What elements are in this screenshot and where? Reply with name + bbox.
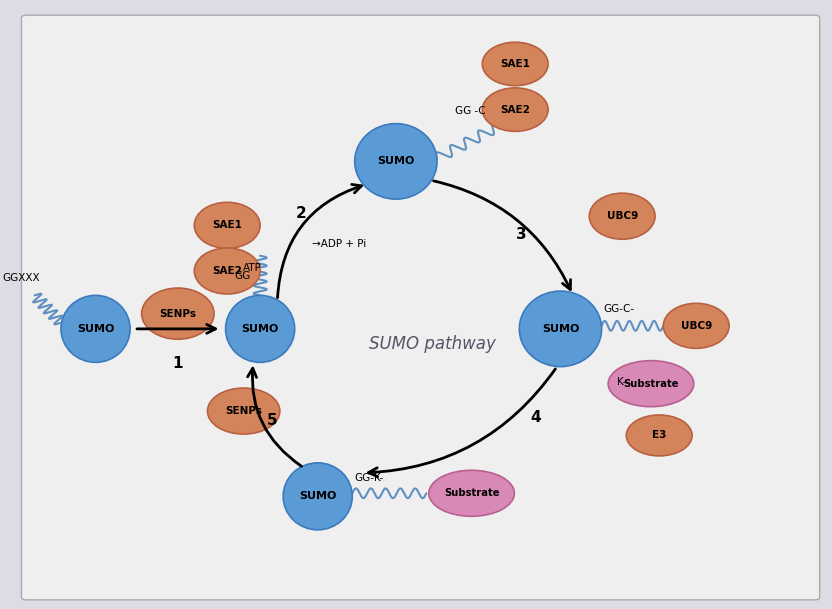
Text: K-: K- xyxy=(617,378,626,387)
Text: GGXXX: GGXXX xyxy=(2,273,40,283)
Text: ATP: ATP xyxy=(242,263,261,273)
Ellipse shape xyxy=(483,42,548,86)
Text: 1: 1 xyxy=(172,356,183,371)
Ellipse shape xyxy=(141,288,214,339)
Text: 2: 2 xyxy=(296,206,307,220)
Text: UBC9: UBC9 xyxy=(681,321,712,331)
Ellipse shape xyxy=(608,361,694,407)
Ellipse shape xyxy=(354,124,437,199)
FancyBboxPatch shape xyxy=(22,15,820,600)
Text: GG: GG xyxy=(234,271,250,281)
Text: GG-C-: GG-C- xyxy=(603,304,634,314)
Text: SAE2: SAE2 xyxy=(500,105,530,114)
Ellipse shape xyxy=(589,193,655,239)
Text: 4: 4 xyxy=(531,410,541,424)
Text: UBC9: UBC9 xyxy=(607,211,638,221)
Text: SENPs: SENPs xyxy=(159,309,196,319)
Ellipse shape xyxy=(483,88,548,132)
FancyArrowPatch shape xyxy=(137,325,215,333)
Ellipse shape xyxy=(626,415,692,456)
Text: SUMO pathway: SUMO pathway xyxy=(369,335,497,353)
Ellipse shape xyxy=(663,303,729,348)
Ellipse shape xyxy=(61,295,130,362)
Text: Substrate: Substrate xyxy=(623,379,679,389)
Text: SAE2: SAE2 xyxy=(212,266,242,276)
FancyArrowPatch shape xyxy=(278,185,361,298)
Text: E3: E3 xyxy=(652,431,666,440)
Text: SAE1: SAE1 xyxy=(212,220,242,230)
Text: SUMO: SUMO xyxy=(377,157,414,166)
FancyArrowPatch shape xyxy=(248,368,301,466)
Text: SUMO: SUMO xyxy=(542,324,579,334)
Ellipse shape xyxy=(195,248,260,294)
Ellipse shape xyxy=(519,291,602,367)
Ellipse shape xyxy=(207,388,280,434)
Ellipse shape xyxy=(428,470,514,516)
Text: GG -C: GG -C xyxy=(454,106,485,116)
Ellipse shape xyxy=(283,463,352,530)
Text: SUMO: SUMO xyxy=(241,324,279,334)
Text: SUMO: SUMO xyxy=(299,491,336,501)
Text: →ADP + Pi: →ADP + Pi xyxy=(312,239,366,248)
Text: 3: 3 xyxy=(516,227,527,242)
Text: SAE1: SAE1 xyxy=(500,59,530,69)
Text: GG-K-: GG-K- xyxy=(354,473,384,483)
FancyArrowPatch shape xyxy=(369,369,556,477)
FancyArrowPatch shape xyxy=(433,181,571,289)
Text: SENPs: SENPs xyxy=(225,406,262,416)
Ellipse shape xyxy=(195,202,260,248)
Ellipse shape xyxy=(225,295,295,362)
Text: Substrate: Substrate xyxy=(443,488,499,498)
Text: SUMO: SUMO xyxy=(77,324,114,334)
Text: 5: 5 xyxy=(267,413,278,428)
